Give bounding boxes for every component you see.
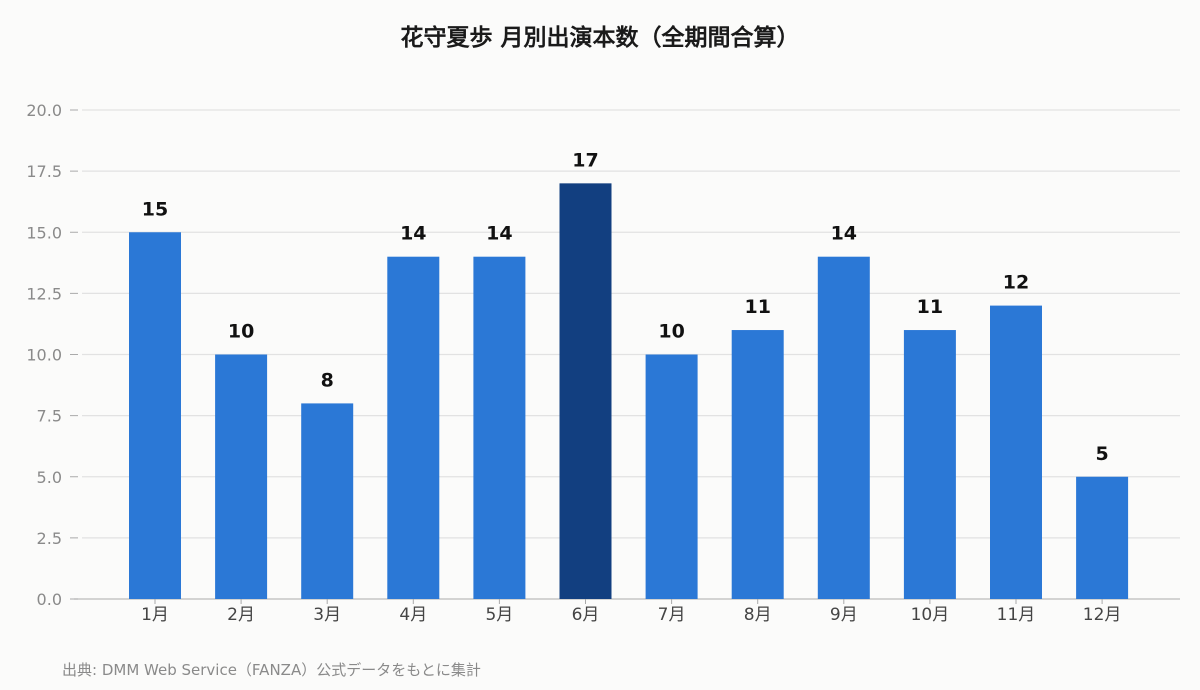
bar-4 xyxy=(387,256,440,599)
x-tick-label: 12月 xyxy=(1083,605,1122,625)
bar-7 xyxy=(645,354,698,599)
data-label-8: 11 xyxy=(744,296,770,318)
data-label-4: 14 xyxy=(400,223,426,245)
source-note: 出典: DMM Web Service（FANZA）公式データをもとに集計 xyxy=(62,661,481,679)
y-tick-label: 7.5 xyxy=(37,407,62,426)
x-tick-label: 2月 xyxy=(227,605,255,625)
x-tick-label: 1月 xyxy=(141,605,169,625)
x-tick-label: 9月 xyxy=(830,605,858,625)
bar-1 xyxy=(129,232,181,599)
x-tick-label: 10月 xyxy=(911,605,950,625)
y-axis-ticks: 0.0 2.5 5.0 7.5 10.0 12.5 15.0 17.5 20.0 xyxy=(26,101,78,609)
x-tick-label: 11月 xyxy=(997,605,1036,625)
y-tick-label: 2.5 xyxy=(37,529,62,548)
y-tick-label: 20.0 xyxy=(26,101,62,120)
data-label-12: 5 xyxy=(1095,443,1108,465)
y-tick-label: 15.0 xyxy=(26,223,62,242)
bar-10 xyxy=(903,330,956,599)
y-tick-label: 12.5 xyxy=(26,284,62,303)
x-tick-label: 5月 xyxy=(485,605,513,625)
data-label-3: 8 xyxy=(321,369,334,391)
bar-3 xyxy=(301,403,354,599)
chart-title: 花守夏歩 月別出演本数（全期間合算） xyxy=(400,25,800,51)
y-tick-label: 17.5 xyxy=(26,162,62,181)
data-label-1: 15 xyxy=(142,198,168,220)
x-axis-categories: 1月 2月 3月 4月 5月 6月 7月 8月 9月 10月 11月 12月 xyxy=(141,599,1121,625)
y-tick-label: 5.0 xyxy=(37,468,62,487)
data-label-5: 14 xyxy=(486,223,512,245)
data-label-6: 17 xyxy=(572,149,598,171)
bars xyxy=(129,183,1129,599)
y-tick-label: 0.0 xyxy=(37,590,62,609)
x-tick-label: 6月 xyxy=(572,605,600,625)
y-tick-label: 10.0 xyxy=(26,346,62,365)
bar-11 xyxy=(990,305,1042,599)
bar-8 xyxy=(731,330,784,599)
bar-9 xyxy=(817,256,870,599)
data-label-7: 10 xyxy=(658,321,684,343)
data-label-9: 14 xyxy=(831,223,857,245)
data-labels: 15 10 8 14 14 17 10 11 14 11 12 5 xyxy=(142,149,1109,464)
x-tick-label: 3月 xyxy=(313,605,341,625)
data-label-2: 10 xyxy=(228,321,254,343)
x-tick-label: 7月 xyxy=(658,605,686,625)
x-tick-label: 8月 xyxy=(744,605,772,625)
data-label-10: 11 xyxy=(917,296,943,318)
bar-6 xyxy=(559,183,612,599)
bar-2 xyxy=(215,354,268,599)
bar-5 xyxy=(473,256,526,599)
bar-12 xyxy=(1076,476,1129,599)
x-tick-label: 4月 xyxy=(399,605,427,625)
data-label-11: 12 xyxy=(1003,272,1029,294)
